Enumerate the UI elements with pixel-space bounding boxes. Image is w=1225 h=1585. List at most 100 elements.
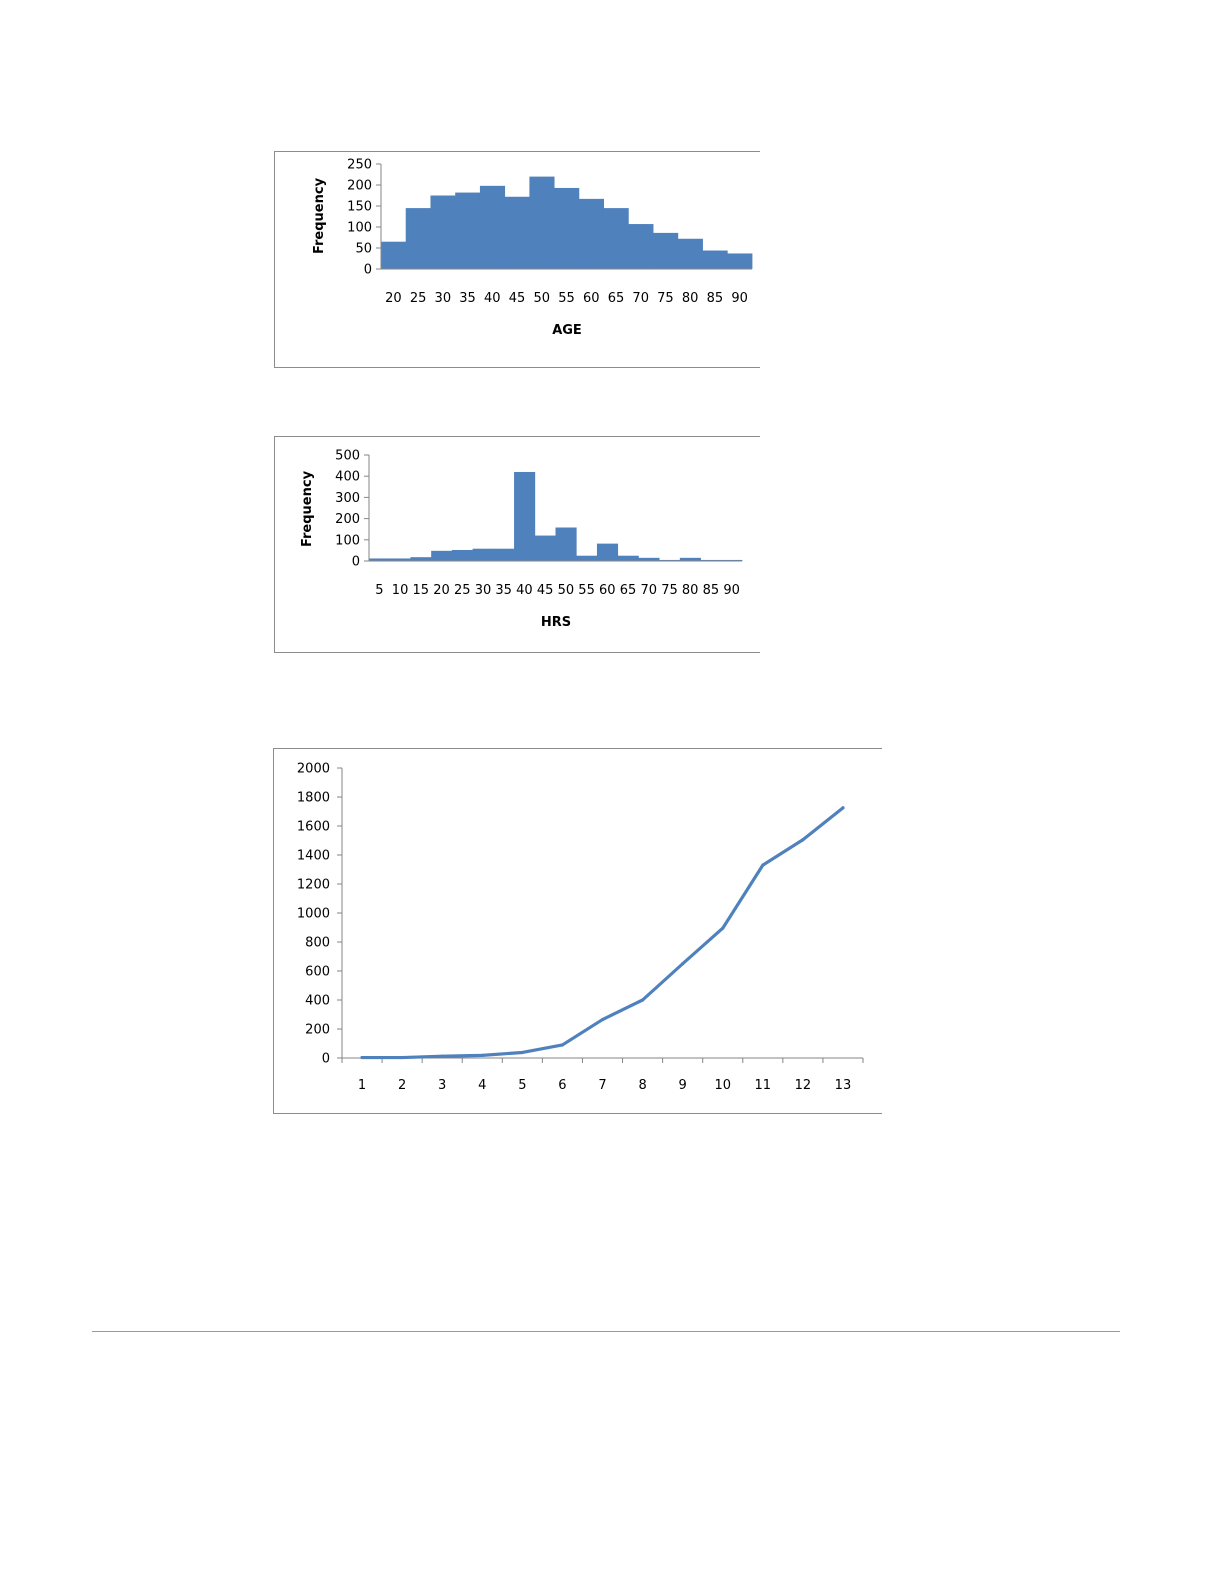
x-tick-label: 55 <box>578 583 595 598</box>
x-tick-label: 20 <box>385 291 402 306</box>
x-tick-label: 75 <box>657 291 674 306</box>
bar <box>578 198 604 269</box>
x-tick-label: 70 <box>640 583 657 598</box>
bar <box>410 557 432 561</box>
y-tick-label: 400 <box>335 470 360 485</box>
x-tick-label: 12 <box>795 1078 812 1093</box>
x-tick-label: 15 <box>413 583 430 598</box>
x-tick-label: 75 <box>661 583 678 598</box>
x-tick-label: 10 <box>392 583 409 598</box>
x-tick-label: 90 <box>723 583 740 598</box>
y-tick-label: 200 <box>305 1023 330 1038</box>
x-tick-label: 30 <box>435 291 452 306</box>
x-tick-label: 3 <box>438 1078 446 1093</box>
bar <box>369 558 391 561</box>
bar <box>677 238 703 269</box>
y-axis-title: Frequency <box>312 177 327 254</box>
bar <box>721 559 743 561</box>
x-tick-label: 5 <box>375 583 383 598</box>
x-tick-label: 55 <box>558 291 575 306</box>
y-tick-label: 100 <box>335 533 360 548</box>
x-tick-label: 50 <box>558 583 575 598</box>
bar <box>493 548 515 561</box>
y-tick-label: 0 <box>322 1052 330 1067</box>
bar <box>479 185 506 269</box>
x-tick-label: 35 <box>495 583 512 598</box>
x-tick-label: 50 <box>533 291 550 306</box>
y-tick-label: 2000 <box>297 762 330 777</box>
age-histogram-plot: 0 50 100 150 200 250 20 25 30 35 40 45 50 55 60 65 70 75 8… <box>312 158 753 338</box>
hrs-histogram: 0 100 200 300 400 500 5 10 15 20 25 30 35 40 45 50 55 60 6… <box>274 436 760 653</box>
age-histogram: 0 50 100 150 200 250 20 25 30 35 40 45 50 55 60 65 70 75 8… <box>274 151 760 368</box>
bar <box>554 187 580 269</box>
data-point <box>520 1050 524 1055</box>
bar <box>576 555 598 561</box>
x-tick-label: 6 <box>558 1078 566 1093</box>
y-tick-label: 250 <box>347 158 372 173</box>
x-tick-label: 45 <box>509 291 526 306</box>
bar <box>514 471 536 561</box>
data-point <box>721 926 725 930</box>
y-tick-label: 200 <box>347 179 372 194</box>
y-tick-label: 100 <box>347 221 372 236</box>
bar <box>628 224 654 269</box>
bar <box>405 208 431 269</box>
x-tick-label: 30 <box>475 583 492 598</box>
x-tick-label: 10 <box>714 1078 731 1093</box>
x-tick-label: 9 <box>679 1078 687 1093</box>
bar <box>653 232 679 269</box>
x-tick-label: 2 <box>398 1078 406 1093</box>
data-point <box>560 1043 565 1047</box>
data-point <box>841 806 845 810</box>
x-tick-label: 25 <box>410 291 427 306</box>
bar <box>472 548 494 561</box>
data-point <box>761 863 765 867</box>
bar <box>504 196 530 269</box>
x-tick-label: 65 <box>620 583 637 598</box>
data-point <box>640 998 645 1002</box>
bar <box>700 559 722 561</box>
bar <box>727 253 753 269</box>
x-tick-label: 70 <box>632 291 649 306</box>
y-tick-label: 1800 <box>297 791 330 806</box>
data-point <box>440 1054 444 1058</box>
y-tick-label: 0 <box>352 555 360 570</box>
bar <box>638 557 660 561</box>
y-tick-label: 50 <box>355 242 372 257</box>
bar <box>451 549 474 561</box>
data-point <box>400 1055 404 1060</box>
y-tick-label: 1600 <box>297 820 330 835</box>
x-tick-label: 90 <box>731 291 748 306</box>
y-axis-title: Frequency <box>300 470 315 547</box>
x-tick-label: 80 <box>682 583 699 598</box>
data-point <box>801 838 805 842</box>
bar <box>659 559 681 561</box>
x-tick-label: 13 <box>835 1078 852 1093</box>
x-tick-label: 35 <box>459 291 476 306</box>
y-tick-label: 800 <box>305 936 330 951</box>
x-tick-label: 45 <box>537 583 554 598</box>
x-tick-label: 5 <box>518 1078 526 1093</box>
x-tick-label: 11 <box>755 1078 772 1093</box>
x-tick-label: 20 <box>433 583 450 598</box>
y-tick-label: 500 <box>335 449 360 464</box>
data-point <box>480 1053 484 1057</box>
cumulative-line-chart: 0 200 400 600 800 1000 1200 1400 1600 1800 2000 1 2 3… <box>273 748 882 1114</box>
x-axis-title: HRS <box>541 615 571 630</box>
x-tick-label: 85 <box>707 291 724 306</box>
x-tick-label: 80 <box>682 291 699 306</box>
bar <box>555 527 577 561</box>
y-tick-label: 1200 <box>297 878 330 893</box>
bar <box>430 195 456 269</box>
y-tick-label: 150 <box>347 200 372 215</box>
bar <box>389 558 411 561</box>
bar <box>603 208 629 269</box>
bar <box>617 555 639 561</box>
x-tick-label: 60 <box>599 583 616 598</box>
data-point <box>681 962 685 966</box>
y-tick-label: 300 <box>335 491 360 506</box>
bar <box>381 241 407 269</box>
x-tick-label: 40 <box>516 583 533 598</box>
page-divider <box>92 1331 1120 1332</box>
